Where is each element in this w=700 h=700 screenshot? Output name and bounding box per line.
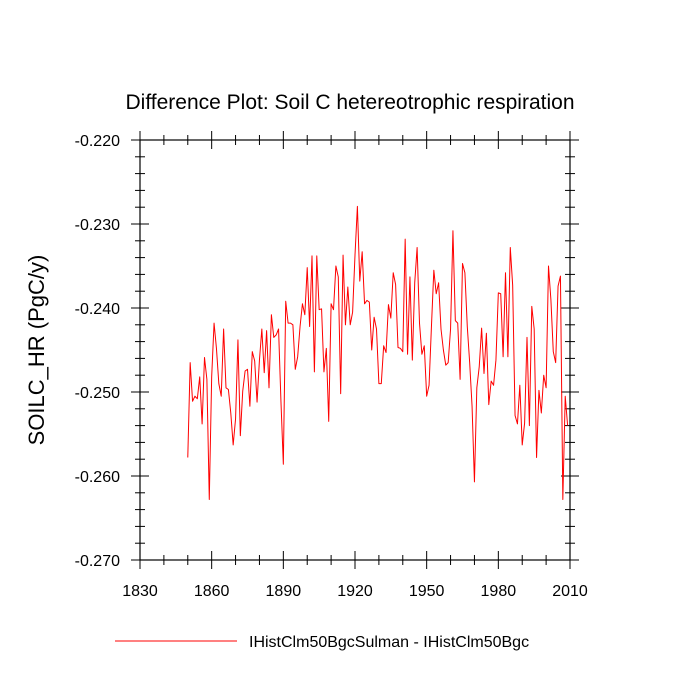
plot-frame — [139, 139, 571, 561]
x-tick-label: 1860 — [194, 583, 230, 600]
y-tick-label: -0.240 — [75, 301, 120, 318]
legend-label: IHistClm50BgcSulman - IHistClm50Bgc — [249, 634, 529, 651]
axis-tick-labels: 1830 1860 1890 1920 1950 1980 2010 -0.220 -0.230… — [75, 133, 588, 600]
x-tick-label: 1890 — [266, 583, 302, 600]
series-layer — [187, 205, 569, 501]
chart-title: Difference Plot: Soil C hetereotrophic r… — [125, 91, 574, 114]
legend: IHistClm50BgcSulman - IHistClm50Bgc — [115, 634, 529, 651]
x-tick-label: 1980 — [481, 583, 517, 600]
x-tick-label: 1950 — [409, 583, 445, 600]
x-tick-label: 1920 — [337, 583, 373, 600]
x-tick-label: 2010 — [552, 583, 588, 600]
axis-ticks — [131, 131, 579, 569]
x-tick-label: 1830 — [122, 583, 158, 600]
y-tick-label: -0.220 — [75, 133, 120, 150]
y-tick-label: -0.270 — [75, 553, 120, 570]
y-tick-label: -0.230 — [75, 217, 120, 234]
y-tick-label: -0.250 — [75, 385, 120, 402]
y-tick-label: -0.260 — [75, 469, 120, 486]
y-axis-label: SOILC_HR (PgC/y) — [24, 255, 49, 446]
series-line-0 — [187, 205, 569, 501]
